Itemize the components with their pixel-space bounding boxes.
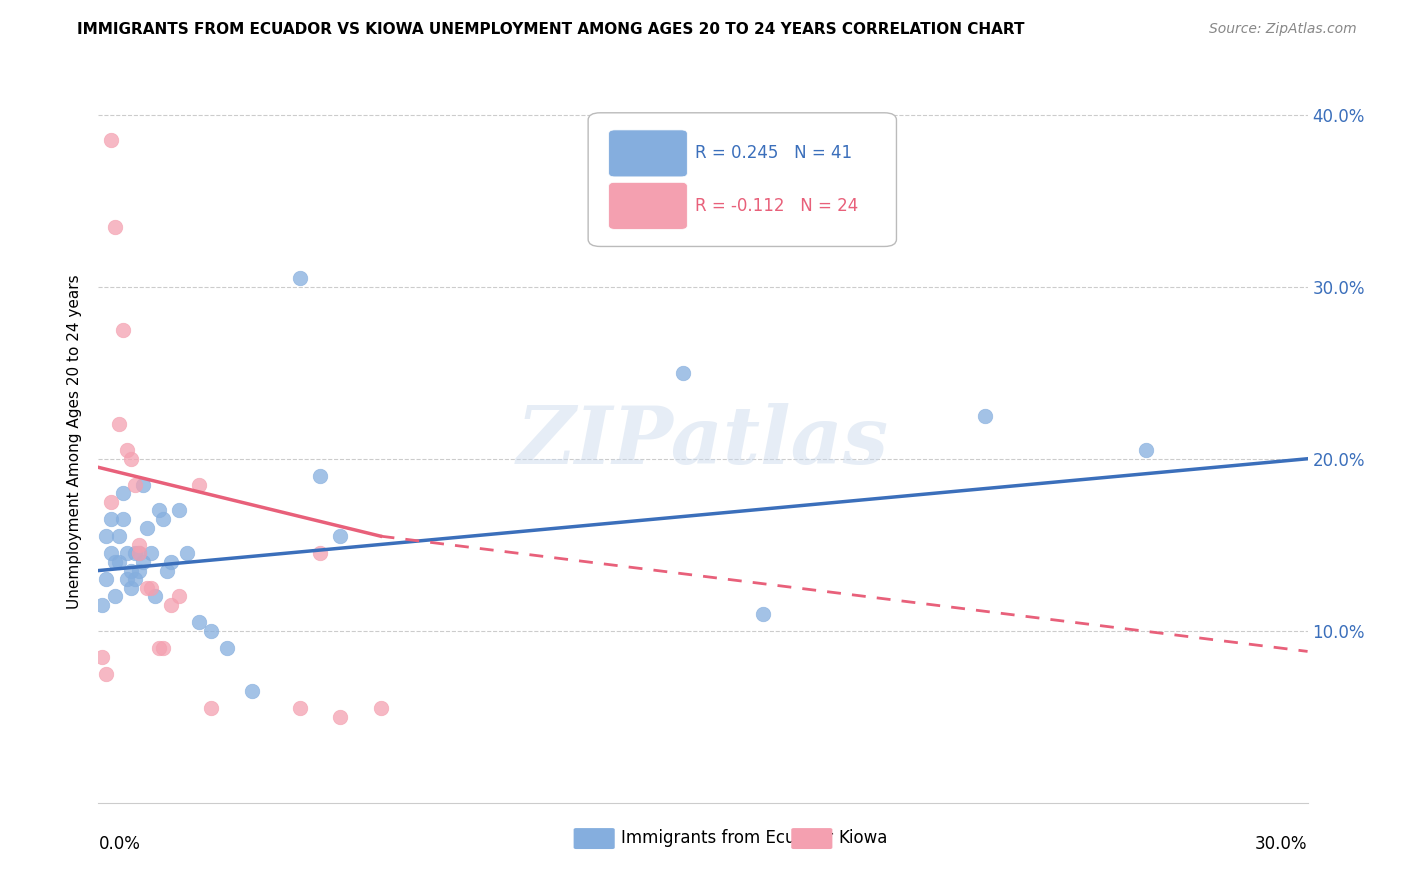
- FancyBboxPatch shape: [588, 112, 897, 246]
- Point: [288, 271, 311, 285]
- Point: [329, 710, 352, 724]
- Point: [752, 607, 775, 621]
- Point: [200, 624, 222, 638]
- Point: [188, 477, 211, 491]
- Point: [672, 366, 695, 380]
- Point: [111, 486, 134, 500]
- Text: IMMIGRANTS FROM ECUADOR VS KIOWA UNEMPLOYMENT AMONG AGES 20 TO 24 YEARS CORRELAT: IMMIGRANTS FROM ECUADOR VS KIOWA UNEMPLO…: [77, 22, 1025, 37]
- Point: [309, 469, 332, 483]
- Point: [143, 590, 166, 604]
- Point: [120, 564, 142, 578]
- Point: [107, 529, 129, 543]
- Point: [1135, 443, 1157, 458]
- Text: Source: ZipAtlas.com: Source: ZipAtlas.com: [1209, 22, 1357, 37]
- Y-axis label: Unemployment Among Ages 20 to 24 years: Unemployment Among Ages 20 to 24 years: [67, 274, 83, 609]
- Point: [107, 417, 129, 432]
- Point: [103, 590, 125, 604]
- Point: [148, 503, 170, 517]
- Point: [217, 640, 239, 655]
- Text: R = -0.112   N = 24: R = -0.112 N = 24: [695, 197, 858, 215]
- Point: [370, 701, 392, 715]
- Point: [103, 555, 125, 569]
- Point: [132, 477, 155, 491]
- Point: [91, 598, 114, 612]
- Point: [111, 323, 134, 337]
- Point: [128, 546, 150, 560]
- Point: [200, 701, 222, 715]
- Text: 30.0%: 30.0%: [1256, 835, 1308, 854]
- FancyBboxPatch shape: [609, 182, 688, 229]
- Point: [188, 615, 211, 630]
- Point: [91, 649, 114, 664]
- FancyBboxPatch shape: [574, 828, 614, 849]
- Point: [160, 555, 183, 569]
- Point: [115, 546, 138, 560]
- Point: [96, 666, 118, 681]
- Point: [288, 701, 311, 715]
- Text: ZIPatlas: ZIPatlas: [517, 403, 889, 480]
- Point: [167, 503, 190, 517]
- Point: [100, 546, 122, 560]
- Point: [120, 581, 142, 595]
- Point: [128, 564, 150, 578]
- Point: [124, 477, 146, 491]
- Point: [135, 520, 157, 534]
- Point: [309, 546, 332, 560]
- Text: R = 0.245   N = 41: R = 0.245 N = 41: [695, 145, 852, 162]
- Point: [115, 443, 138, 458]
- Point: [160, 598, 183, 612]
- FancyBboxPatch shape: [609, 130, 688, 177]
- Point: [100, 494, 122, 508]
- Point: [148, 640, 170, 655]
- Point: [974, 409, 997, 423]
- Point: [139, 581, 162, 595]
- Point: [152, 640, 174, 655]
- Point: [96, 529, 118, 543]
- Point: [152, 512, 174, 526]
- Point: [128, 546, 150, 560]
- Text: Immigrants from Ecuador: Immigrants from Ecuador: [621, 830, 832, 847]
- Point: [132, 555, 155, 569]
- Point: [96, 572, 118, 586]
- Text: 0.0%: 0.0%: [98, 835, 141, 854]
- Point: [120, 451, 142, 466]
- Point: [329, 529, 352, 543]
- Point: [128, 538, 150, 552]
- Point: [103, 219, 125, 234]
- Point: [100, 133, 122, 147]
- Text: Kiowa: Kiowa: [838, 830, 887, 847]
- Point: [124, 546, 146, 560]
- Point: [135, 581, 157, 595]
- Point: [240, 684, 263, 698]
- Point: [100, 512, 122, 526]
- Point: [139, 546, 162, 560]
- Point: [107, 555, 129, 569]
- Point: [124, 572, 146, 586]
- FancyBboxPatch shape: [792, 828, 832, 849]
- Point: [176, 546, 198, 560]
- Point: [156, 564, 179, 578]
- Point: [115, 572, 138, 586]
- Point: [167, 590, 190, 604]
- Point: [111, 512, 134, 526]
